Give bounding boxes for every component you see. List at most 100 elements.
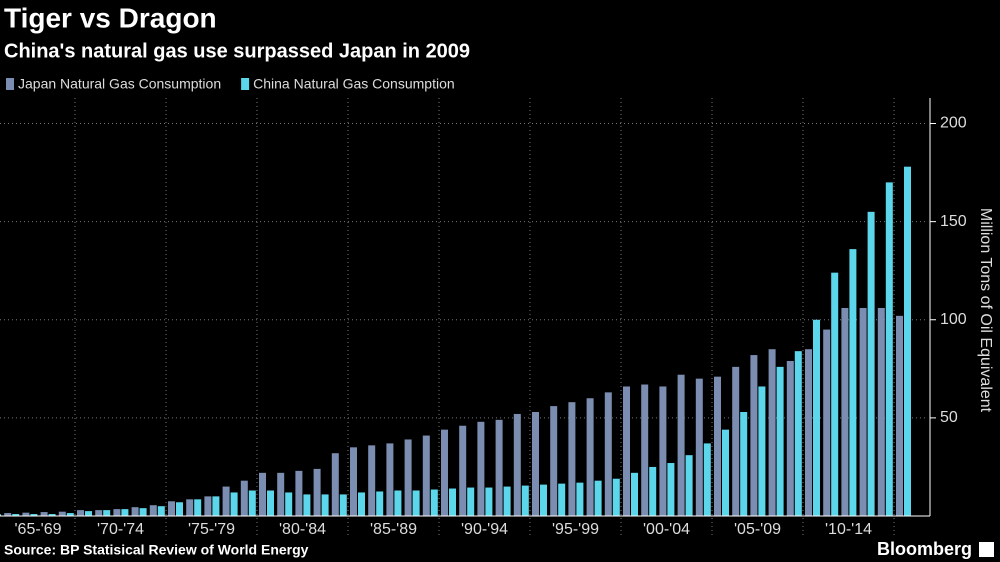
bar [550, 406, 558, 516]
bar [222, 486, 230, 516]
bar [339, 494, 347, 516]
bar [750, 355, 758, 516]
bar [604, 392, 612, 516]
bar [240, 480, 248, 516]
bar [794, 351, 802, 516]
bar [513, 413, 521, 516]
bar [831, 272, 839, 516]
bar [612, 478, 620, 516]
bar [22, 512, 30, 516]
bar [422, 435, 430, 516]
bar [139, 508, 147, 516]
bar [740, 411, 748, 516]
bar [350, 447, 357, 516]
bar [659, 386, 667, 516]
bar [176, 502, 183, 516]
bar [149, 505, 157, 516]
bar [259, 472, 266, 516]
bar [722, 429, 729, 516]
bar [459, 425, 467, 516]
x-tick-label: '80-'84 [279, 521, 326, 538]
bar [168, 501, 175, 516]
bar [267, 490, 274, 516]
bar [85, 511, 92, 516]
bar [121, 509, 129, 516]
chart-title: Tiger vs Dragon [4, 2, 217, 33]
bar [430, 489, 438, 516]
y-axis-label: Million Tons of Oil Equivalent [977, 208, 994, 413]
x-tick-label: '05-'09 [734, 521, 781, 538]
x-tick-label: '00-'04 [643, 521, 690, 538]
bar [295, 470, 303, 516]
x-tick-label: '85-'89 [370, 521, 417, 538]
bar [449, 488, 456, 516]
bar [30, 514, 38, 516]
bar [896, 315, 903, 516]
bar [40, 512, 48, 516]
bar [695, 378, 703, 516]
bar [685, 455, 693, 516]
bar [758, 386, 766, 516]
y-tick-label: 50 [940, 409, 958, 426]
bar [859, 307, 867, 516]
bar [194, 499, 202, 516]
y-tick-label: 200 [940, 115, 967, 132]
bar [0, 514, 1, 516]
x-tick-label: '75-'79 [188, 521, 235, 538]
source: Source: BP Statisical Review of World En… [4, 542, 309, 558]
bar [12, 514, 20, 516]
bar [594, 480, 602, 516]
legend-label: Japan Natural Gas Consumption [18, 76, 221, 92]
bar [667, 463, 675, 516]
bar [58, 511, 66, 516]
bar [623, 386, 630, 516]
brand-icon [979, 542, 994, 557]
bar [677, 374, 685, 516]
bar [467, 487, 475, 516]
bar [204, 496, 212, 516]
bar [303, 494, 311, 516]
x-tick-label: '65-'69 [14, 521, 61, 538]
bar [285, 492, 293, 516]
bar [77, 510, 84, 516]
bar [649, 466, 657, 516]
brand: Bloomberg [877, 539, 972, 559]
bar [376, 491, 384, 516]
bar [485, 487, 493, 516]
bar [277, 472, 285, 516]
bar [441, 429, 448, 516]
bar [631, 472, 638, 516]
bar [703, 443, 711, 516]
bar [532, 411, 539, 516]
bar [248, 490, 256, 516]
x-tick-label: '10-'14 [825, 521, 872, 538]
bar [358, 492, 365, 516]
legend-swatch [241, 78, 250, 90]
bar [576, 482, 584, 516]
y-tick-label: 150 [940, 213, 967, 230]
bar [641, 384, 649, 516]
bar [849, 249, 857, 517]
bar [394, 490, 402, 516]
bar [404, 439, 412, 516]
bar [495, 419, 503, 516]
bar [558, 483, 566, 516]
bar [4, 513, 12, 516]
x-tick-label: '95-'99 [552, 521, 599, 538]
y-tick-label: 100 [940, 311, 967, 328]
bar [477, 421, 485, 516]
x-tick-label: '70-'74 [97, 521, 144, 538]
bar [95, 510, 103, 516]
bar [813, 319, 820, 516]
bar [321, 494, 329, 516]
bar [714, 376, 721, 516]
bar [776, 366, 784, 516]
bar [904, 166, 911, 517]
bar [786, 360, 794, 516]
bar [841, 307, 849, 516]
bar [877, 307, 885, 516]
bar [823, 329, 831, 516]
bar [103, 510, 111, 516]
bar [66, 513, 74, 516]
bar [113, 509, 121, 516]
